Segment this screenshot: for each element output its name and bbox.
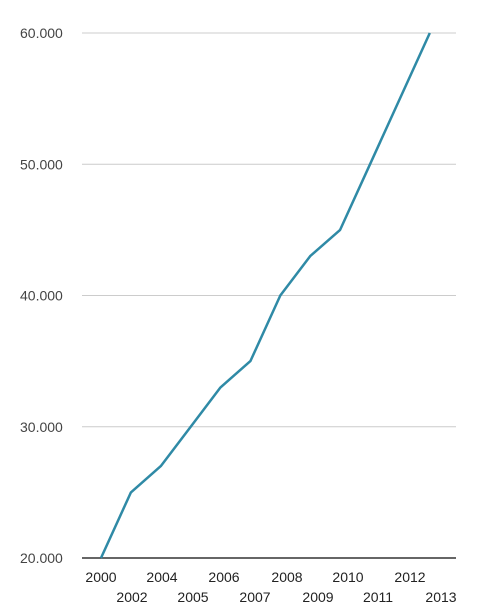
x-tick-label: 2002 [116,589,147,605]
x-tick-label: 2010 [332,569,363,585]
x-tick-label: 2008 [271,569,302,585]
x-tick-label: 2005 [177,589,208,605]
y-tick-label: 20.000 [20,550,63,566]
x-axis-tick-labels: 2000 2004 2006 2008 2010 2012 2002 2005 2007 2009… [85,569,456,605]
series-line [99,32,431,559]
y-tick-label: 30.000 [20,419,63,435]
x-tick-label: 2012 [394,569,425,585]
x-tick-label: 2011 [363,589,393,605]
y-tick-label: 50.000 [20,156,63,172]
x-tick-label: 2004 [146,569,177,585]
x-tick-label: 2013 [425,589,456,605]
x-tick-label: 2006 [208,569,239,585]
gridlines [82,32,456,428]
x-tick-label: 2009 [302,589,333,605]
y-tick-label: 60.000 [20,25,63,41]
y-axis-tick-labels: 20.000 30.000 40.000 50.000 60.000 [20,25,63,566]
y-tick-label: 40.000 [20,288,63,304]
x-tick-label: 2000 [85,569,116,585]
x-tick-label: 2007 [239,589,270,605]
